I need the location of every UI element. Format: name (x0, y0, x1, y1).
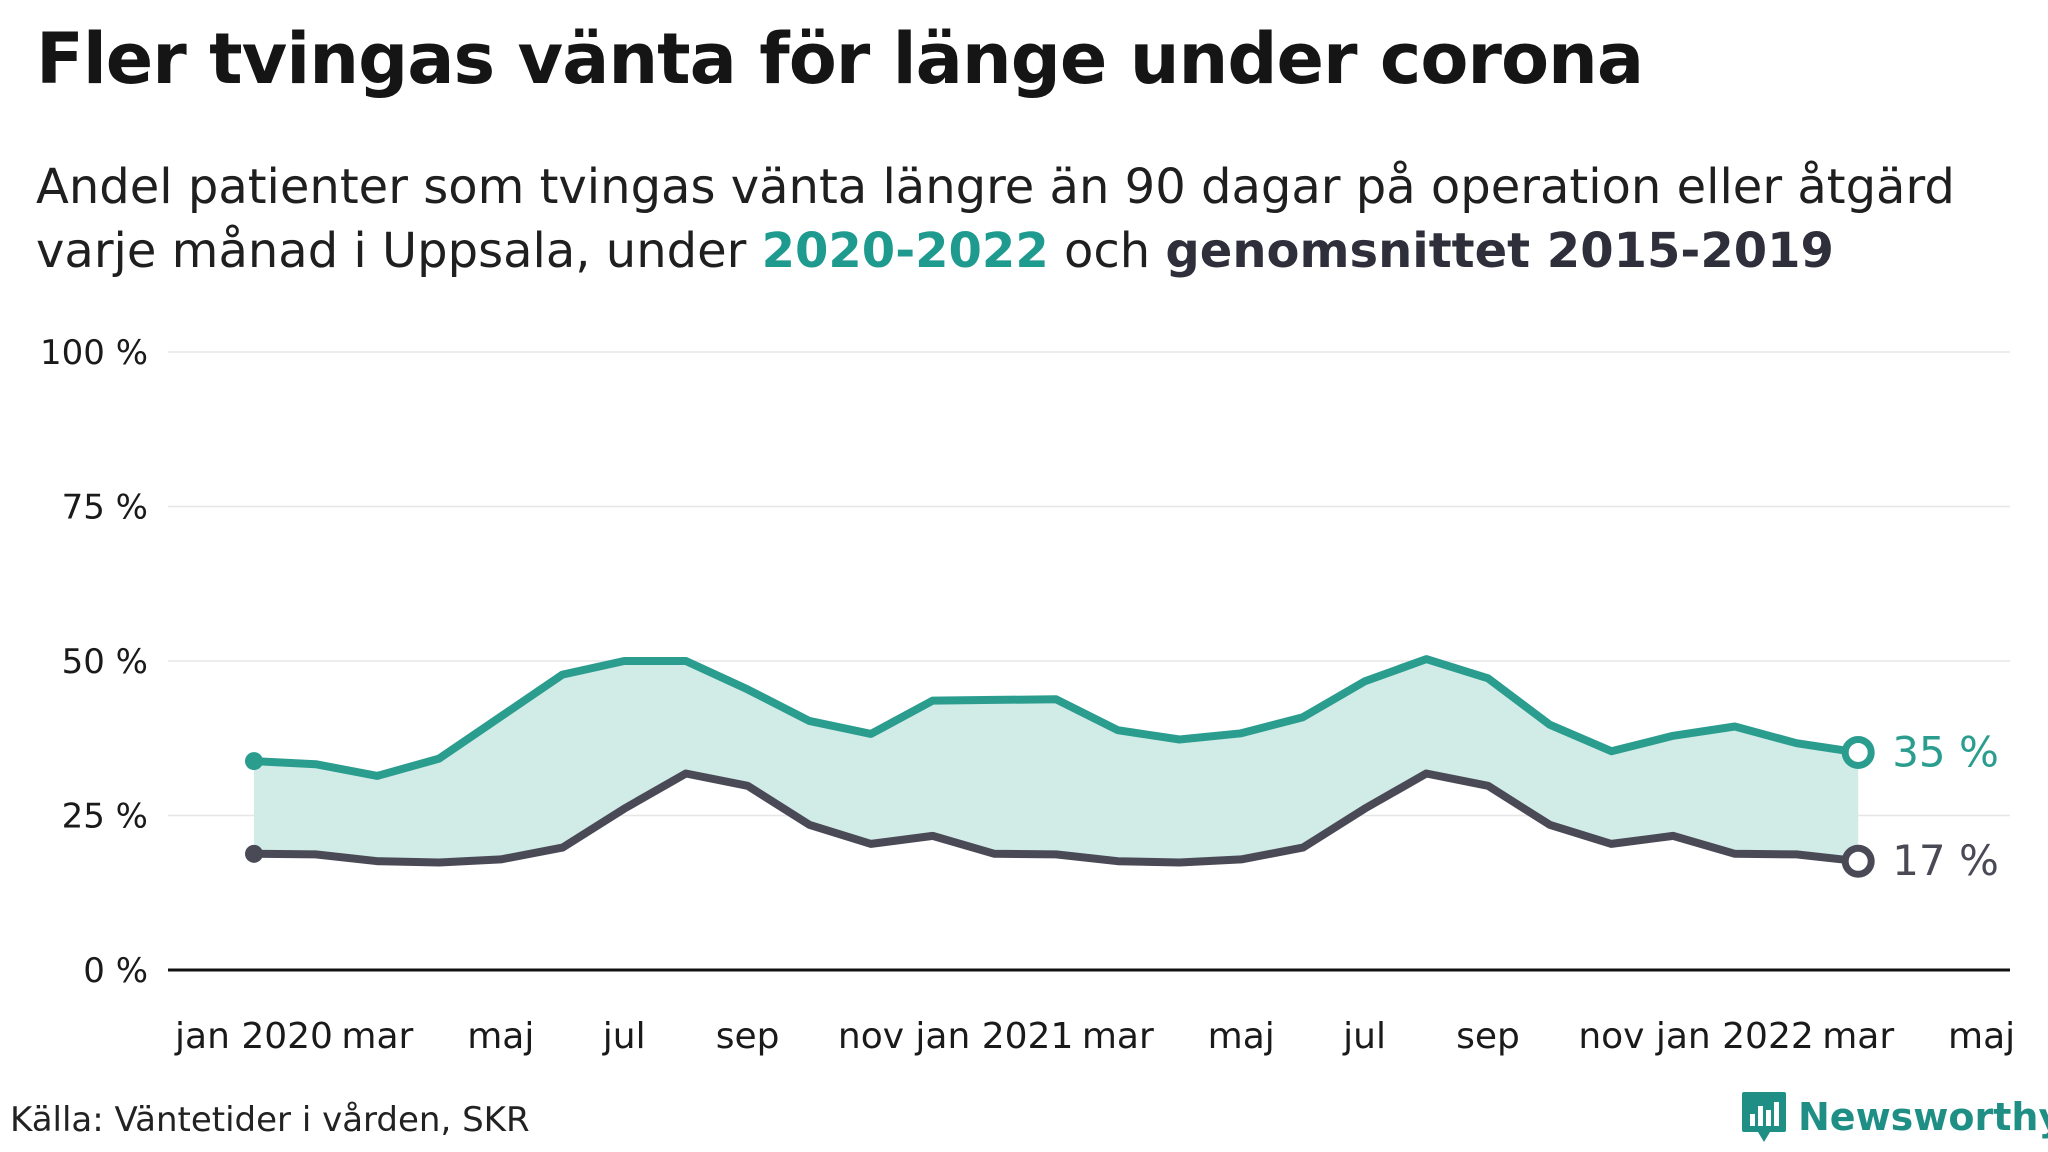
x-tick-label: maj (1948, 1016, 2015, 1057)
subtitle-prefix: varje månad i Uppsala, under (36, 223, 762, 279)
series-2020-2022-point (1485, 675, 1491, 682)
x-tick-label: sep (1456, 1016, 1520, 1057)
x-tick-label: sep (716, 1016, 780, 1057)
y-tick-label: 25 % (62, 797, 148, 837)
series-average-2015-2019-point (1176, 859, 1183, 866)
series-average-2015-2019-point (436, 859, 443, 866)
series-2020-2022-start-dot (245, 752, 263, 771)
series-2020-2022-point (436, 755, 443, 762)
series-average-2015-2019-point (929, 832, 936, 839)
newsworthy-logo: Newsworthy (1740, 1090, 2048, 1144)
series-2020-2022-point (1731, 723, 1738, 730)
x-tick-label: mar (1822, 1016, 1894, 1057)
series-2020-2022-point (1670, 732, 1677, 739)
x-tick-label: jan 2021 (914, 1016, 1073, 1057)
series-average-2015-2019-point (991, 850, 998, 857)
series-2020-2022-point (806, 717, 813, 724)
range-band (254, 659, 1859, 863)
series-2020-2022-point (1608, 748, 1615, 755)
series-2020-2022-point (374, 772, 381, 779)
y-tick-label: 100 % (40, 333, 148, 373)
series-2020-2022-point (868, 730, 874, 737)
series-average-2015-2019-point (621, 805, 628, 812)
series-average-2015-2019-point (1361, 805, 1368, 812)
series-2020-2022-point (1238, 730, 1245, 737)
series-2020-2022-point (744, 686, 751, 693)
series-2020-2022-point (682, 658, 689, 664)
series-average-2015-2019-start-dot (245, 844, 263, 863)
series-2020-2022-point (929, 697, 936, 704)
series-average-2015-2019-point (312, 851, 319, 858)
series-average-2015-2019-point (559, 844, 566, 851)
series-2020-2022-end-label: 35 % (1892, 727, 1999, 776)
y-tick-label: 0 % (83, 951, 148, 991)
series-2020-2022-point (621, 658, 628, 664)
source-note: Källa: Väntetider i vården, SKR (10, 1100, 530, 1140)
chart-title: Fler tvingas vänta för länge under coron… (36, 18, 1644, 100)
series-average-2015-2019-point (682, 770, 689, 777)
subtitle-middle: och (1048, 223, 1166, 279)
series-2020-2022-point (1361, 678, 1368, 685)
series-2020-2022-point (991, 696, 998, 703)
series-2020-2022-label: 2020-2022 (761, 223, 1049, 279)
series-average-2015-2019-point (1053, 851, 1060, 858)
series-average-2015-2019-point (868, 840, 874, 847)
series-average-2015-2019-point (1731, 850, 1738, 857)
series-2020-2022-point (1114, 727, 1121, 734)
series-average-2015-2019-point (497, 856, 504, 863)
x-tick-label: mar (341, 1016, 413, 1057)
subtitle-line-2: varje månad i Uppsala, under 2020-2022 o… (36, 219, 1955, 283)
chart-subtitle: Andel patienter som tvingas vänta längre… (36, 155, 1955, 283)
series-average-2015-2019-point (1793, 851, 1800, 858)
series-average-2015-2019-end-marker (1841, 844, 1875, 878)
series-average-2015-2019-point (1485, 782, 1491, 789)
x-tick-label: jul (1342, 1016, 1386, 1057)
series-average-2015-2019-point (744, 782, 751, 789)
series-average-2015-2019-point (1114, 858, 1121, 865)
series-2020-2022-point (1299, 714, 1306, 721)
series-2020-2022-point (1053, 696, 1060, 703)
series-average-label: genomsnittet 2015-2019 (1165, 223, 1834, 279)
series-average-2015-2019-point (1608, 840, 1615, 847)
x-tick-label: nov (1578, 1016, 1644, 1057)
series-average-2015-2019-point (1670, 832, 1677, 839)
series-2020-2022-point (312, 761, 319, 768)
series-2020-2022-point (1793, 740, 1800, 747)
series-2020-2022-point (1546, 721, 1553, 728)
line-chart: 0 %25 %50 %75 %100 %jan 2020 mar maj jul sep… (40, 333, 2015, 1057)
series-average-2015-2019-point (1423, 770, 1430, 777)
x-tick-label: maj (1208, 1016, 1275, 1057)
series-2020-2022-point (497, 713, 504, 720)
x-tick-label: jan 2020 (174, 1016, 333, 1057)
series-average-2015-2019-end-label: 17 % (1892, 836, 1999, 885)
newsworthy-logo-icon (1742, 1092, 1786, 1142)
series-2020-2022-point (1423, 656, 1430, 663)
newsworthy-logo-text: Newsworthy (1798, 1095, 2048, 1139)
y-tick-label: 50 % (62, 642, 148, 682)
series-average-2015-2019-point (1238, 856, 1245, 863)
x-tick-label: mar (1082, 1016, 1154, 1057)
series-2020-2022-point (559, 671, 566, 678)
series-2020-2022-end-marker (1841, 735, 1875, 769)
series-average-2015-2019-point (1299, 844, 1306, 851)
series-average-2015-2019-point (806, 821, 813, 828)
x-tick-label: maj (467, 1016, 534, 1057)
series-average-2015-2019-point (374, 858, 381, 865)
x-tick-label: jul (602, 1016, 646, 1057)
x-tick-label: nov (838, 1016, 904, 1057)
x-tick-label: jan 2022 (1655, 1016, 1814, 1057)
series-2020-2022-point (1176, 736, 1183, 743)
subtitle-line-1: Andel patienter som tvingas vänta längre… (36, 159, 1955, 215)
series-average-2015-2019-point (1546, 821, 1553, 828)
y-tick-label: 75 % (62, 488, 148, 528)
